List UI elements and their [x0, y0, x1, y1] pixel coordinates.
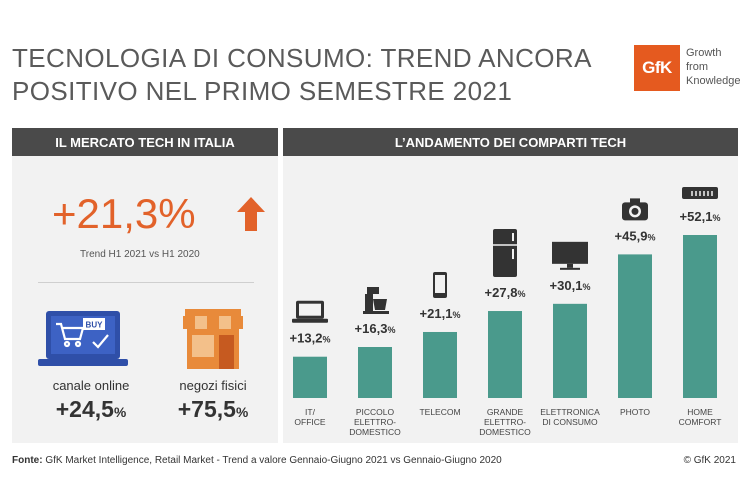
category-label-1-line-0: PICCOLO: [356, 407, 395, 417]
logo-tagline: Growth from Knowledge: [686, 46, 740, 88]
market-trend-value: +21,3%: [52, 190, 196, 237]
bar-3: [488, 311, 522, 398]
bar-value-3: +27,8%: [485, 285, 526, 300]
channel-stores-number: +75,5: [177, 396, 236, 422]
bar-value-0: +13,2%: [290, 331, 331, 346]
bar-value-unit-4: %: [582, 282, 590, 292]
bar-4: [553, 303, 587, 398]
category-label-6: HOME COMFORT: [679, 407, 722, 427]
channel-stores-unit: %: [235, 405, 249, 420]
bar-value-unit-2: %: [452, 310, 460, 320]
category-label-1: PICCOLO ELETTRO-DOMESTICO: [349, 407, 401, 437]
bar-value-number-3: +27,8: [485, 285, 518, 300]
category-label-6-line-0: HOME: [687, 407, 713, 417]
bar-value-unit-3: %: [517, 289, 525, 299]
category-label-2: TELECOM: [419, 407, 460, 417]
market-trend-label: Trend H1 2021 vs H1 2020: [80, 249, 200, 260]
tagline-line-1: Growth: [686, 47, 722, 59]
category-label-3-line-2: DOMESTICO: [479, 427, 531, 437]
category-label-4-line-0: ELETTRONICA: [540, 407, 600, 417]
page-title: TECNOLOGIA DI CONSUMO: TREND ANCORA POSI…: [12, 42, 612, 108]
laptop-cart-icon: BUY: [38, 311, 128, 366]
bar-value-unit-0: %: [322, 335, 330, 345]
bar-value-unit-6: %: [712, 213, 720, 223]
source-text: GfK Market Intelligence, Retail Market -…: [45, 455, 502, 466]
left-panel: [12, 156, 278, 443]
camera-icon: [622, 198, 648, 221]
category-label-5: PHOTO: [620, 407, 650, 417]
source-label: Fonte:: [12, 455, 43, 466]
source-note: Fonte: GfK Market Intelligence, Retail M…: [12, 455, 502, 466]
up-arrow-icon: [237, 197, 265, 231]
category-label-0: IT/OFFICE: [294, 407, 325, 427]
bar-value-number-4: +30,1: [550, 278, 583, 293]
channel-stores-label: negozi fisici: [179, 378, 247, 393]
bar-value-5: +45,9%: [615, 228, 656, 243]
channel-stores-value: +75,5%: [158, 396, 268, 423]
bar-value-1: +16,3%: [355, 321, 396, 336]
channel-online-label: canale online: [52, 378, 130, 393]
bar-value-number-6: +52,1: [680, 209, 713, 224]
bar-0: [293, 356, 327, 398]
copyright: © GfK 2021: [683, 455, 736, 466]
bar-value-unit-1: %: [387, 325, 395, 335]
bar-1: [358, 347, 392, 398]
left-panel-heading: IL MERCATO TECH IN ITALIA: [12, 128, 278, 156]
buy-label: BUY: [86, 321, 104, 330]
tagline-line-3: Knowledge: [686, 75, 741, 87]
tagline-line-2: from: [686, 61, 708, 73]
store-icon: [183, 309, 243, 369]
category-label-0-line-0: IT/: [305, 407, 316, 417]
bar-5: [618, 254, 652, 398]
category-label-1-line-2: DOMESTICO: [349, 427, 401, 437]
bar-2: [423, 331, 457, 398]
category-label-3-line-1: ELETTRO-: [484, 417, 526, 427]
category-label-3: GRANDE ELETTRO-DOMESTICO: [479, 407, 531, 437]
bar-value-number-0: +13,2: [290, 331, 323, 346]
smartphone-icon: [433, 271, 447, 298]
category-label-2-line-0: TELECOM: [419, 407, 460, 417]
bar-value-number-2: +21,1: [420, 306, 453, 321]
category-label-3-line-0: GRANDE: [487, 407, 524, 417]
refrigerator-icon: [493, 229, 517, 278]
category-label-4-line-1: DI CONSUMO: [542, 417, 598, 427]
bar-value-number-5: +45,9: [615, 228, 648, 243]
channel-online-value: +24,5%: [36, 396, 146, 423]
right-panel-heading: L’ANDAMENTO DEI COMPARTI TECH: [283, 128, 738, 156]
category-label-5-line-0: PHOTO: [620, 407, 650, 417]
channel-online-unit: %: [113, 405, 127, 420]
page-title-line-1: TECNOLOGIA DI CONSUMO: TREND ANCORA: [12, 43, 592, 73]
bar-value-4: +30,1%: [550, 278, 591, 293]
category-label-1-line-1: ELETTRO-: [354, 417, 396, 427]
category-label-4: ELETTRONICA DI CONSUMO: [540, 407, 600, 427]
food-processor-icon: [363, 287, 389, 315]
laptop-icon: [292, 300, 328, 323]
air-conditioner-icon: [682, 187, 718, 199]
bar-value-unit-5: %: [647, 232, 655, 242]
left-divider: [38, 282, 254, 283]
tv-icon: [552, 241, 588, 270]
bar-6: [683, 235, 717, 398]
channel-online-number: +24,5: [55, 396, 114, 422]
bar-value-2: +21,1%: [420, 306, 461, 321]
bar-value-6: +52,1%: [680, 209, 721, 224]
category-label-0-line-1: OFFICE: [294, 417, 325, 427]
bar-value-number-1: +16,3: [355, 321, 388, 336]
gfk-logo: GfK: [634, 45, 680, 91]
page-title-line-2: POSITIVO NEL PRIMO SEMESTRE 2021: [12, 76, 513, 106]
sector-trend-chart: +13,2%IT/OFFICE+16,3%PICCOLO ELETTRO-DOME…: [290, 187, 722, 437]
category-label-6-line-1: COMFORT: [679, 417, 722, 427]
